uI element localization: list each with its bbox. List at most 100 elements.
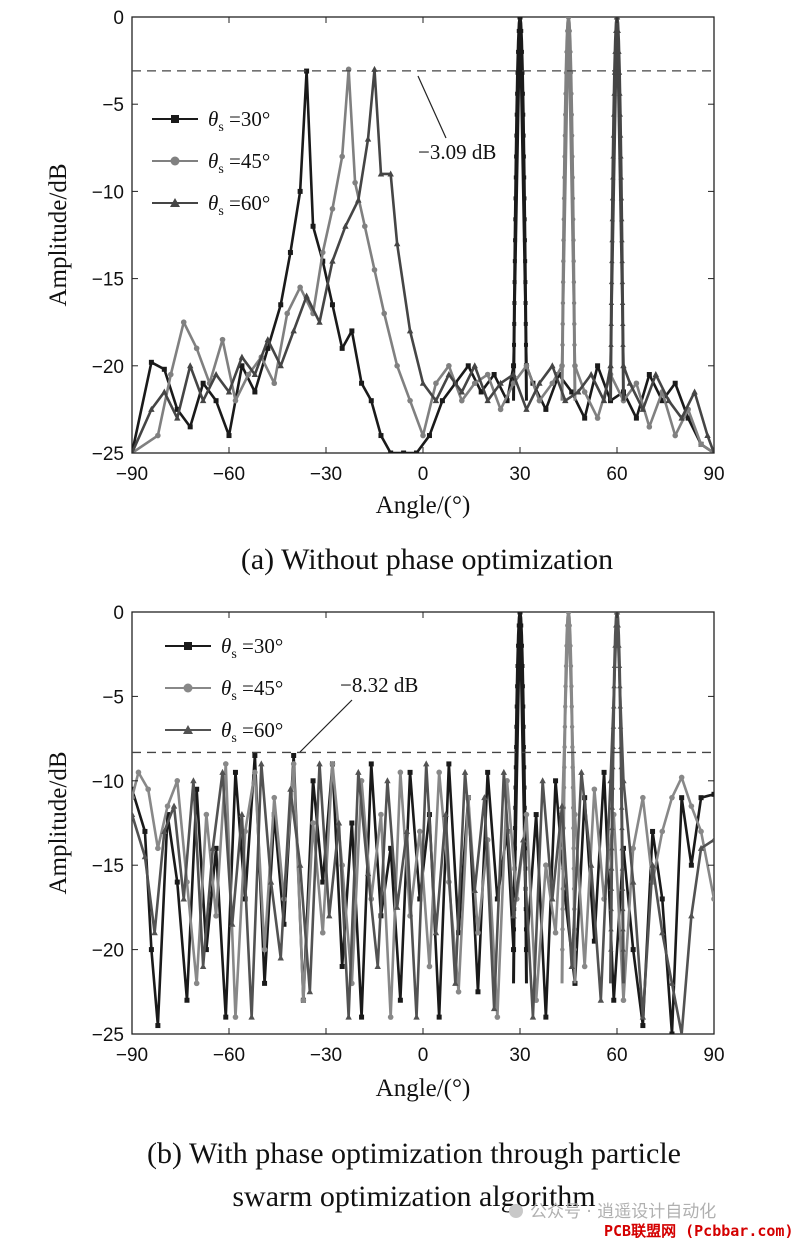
main-lobe bbox=[609, 612, 625, 984]
data-point bbox=[148, 405, 155, 412]
lobe-point bbox=[619, 258, 625, 264]
legend-label: θs =45° bbox=[208, 149, 270, 177]
lobe-point bbox=[618, 784, 625, 790]
data-point bbox=[222, 761, 229, 767]
lobe-point bbox=[608, 926, 614, 932]
data-point bbox=[193, 980, 200, 987]
data-point bbox=[578, 768, 585, 775]
lobe-point bbox=[569, 704, 574, 709]
data-point bbox=[319, 929, 326, 936]
legend-label: θs =45° bbox=[221, 676, 283, 704]
data-point bbox=[359, 1014, 365, 1020]
lobe-point bbox=[619, 300, 626, 306]
lobe-point bbox=[611, 111, 617, 117]
lobe-point bbox=[609, 258, 615, 264]
lobe-point bbox=[512, 280, 517, 285]
legend-label: θs =60° bbox=[221, 718, 283, 746]
data-point bbox=[349, 328, 355, 334]
x-axis-title: Angle/(°) bbox=[376, 1075, 471, 1102]
data-point bbox=[290, 761, 297, 767]
data-point bbox=[155, 432, 161, 439]
data-point bbox=[232, 1014, 239, 1020]
data-point bbox=[698, 441, 704, 448]
data-point bbox=[387, 170, 394, 177]
data-point bbox=[633, 415, 639, 421]
data-point bbox=[414, 450, 420, 453]
data-point bbox=[238, 811, 246, 818]
legend-label: θs =30° bbox=[221, 634, 283, 662]
data-point bbox=[264, 336, 271, 343]
data-point bbox=[659, 398, 665, 404]
data-point bbox=[543, 1014, 549, 1020]
lobe-point bbox=[562, 724, 568, 729]
lobe-point bbox=[512, 342, 517, 347]
data-point bbox=[320, 879, 326, 885]
data-point bbox=[539, 777, 546, 784]
data-point bbox=[219, 768, 226, 775]
data-point bbox=[174, 778, 181, 784]
series-line bbox=[132, 17, 714, 453]
lobe-point bbox=[620, 341, 626, 347]
data-point bbox=[475, 929, 481, 936]
data-point bbox=[630, 845, 636, 852]
lobe-point bbox=[620, 320, 626, 326]
lobe-point bbox=[619, 885, 626, 891]
data-point bbox=[387, 1014, 394, 1020]
data-point bbox=[426, 433, 432, 439]
y-tick-label: −25 bbox=[92, 444, 124, 465]
data-point bbox=[556, 372, 562, 378]
lobe-point bbox=[519, 49, 524, 54]
lobe-point bbox=[619, 237, 625, 243]
lobe-point bbox=[520, 70, 525, 75]
data-point bbox=[335, 819, 343, 826]
data-point bbox=[199, 962, 207, 969]
data-point bbox=[238, 353, 246, 360]
lobe-point bbox=[513, 238, 518, 243]
lobe-point bbox=[568, 49, 573, 55]
data-point bbox=[529, 1013, 537, 1020]
lobe-point bbox=[617, 683, 623, 689]
data-point bbox=[310, 223, 316, 229]
lobe-point bbox=[615, 27, 621, 33]
y-axis-title: Amplitude/dB bbox=[45, 751, 72, 894]
lobe-point bbox=[608, 300, 615, 306]
data-point bbox=[646, 424, 653, 430]
lobe-point bbox=[513, 765, 518, 770]
lobe-point bbox=[569, 91, 574, 96]
lobe-point bbox=[569, 724, 575, 729]
lobe-point bbox=[520, 684, 525, 689]
series-0 bbox=[132, 17, 714, 453]
lobe-point bbox=[563, 684, 568, 689]
lobe-point bbox=[618, 764, 624, 770]
data-point bbox=[704, 432, 711, 439]
data-point bbox=[591, 786, 598, 793]
legend-marker bbox=[170, 198, 180, 207]
data-point bbox=[679, 1030, 684, 1034]
data-point bbox=[174, 406, 180, 412]
data-point bbox=[620, 997, 627, 1004]
lobe-point bbox=[619, 279, 626, 285]
data-point bbox=[278, 302, 284, 308]
data-point bbox=[436, 769, 442, 776]
data-point bbox=[626, 379, 634, 386]
data-point bbox=[629, 878, 637, 885]
lobe-point bbox=[562, 154, 567, 159]
lobe-point bbox=[562, 765, 567, 770]
lobe-point bbox=[561, 258, 566, 264]
data-point bbox=[649, 861, 656, 868]
data-point bbox=[543, 862, 549, 868]
data-point bbox=[481, 794, 488, 801]
data-point bbox=[345, 1013, 352, 1020]
lobe-point bbox=[513, 785, 518, 790]
x-tick-label: −60 bbox=[213, 464, 245, 485]
x-tick-label: 90 bbox=[703, 1045, 724, 1066]
data-point bbox=[452, 979, 459, 986]
data-point bbox=[432, 929, 440, 936]
lobe-point bbox=[571, 846, 576, 851]
lobe-point bbox=[618, 744, 624, 750]
lobe-point bbox=[560, 866, 566, 871]
reference-label: −8.32 dB bbox=[340, 673, 418, 697]
lobe-point bbox=[516, 643, 521, 648]
data-point bbox=[594, 415, 601, 421]
data-point bbox=[436, 1014, 442, 1020]
